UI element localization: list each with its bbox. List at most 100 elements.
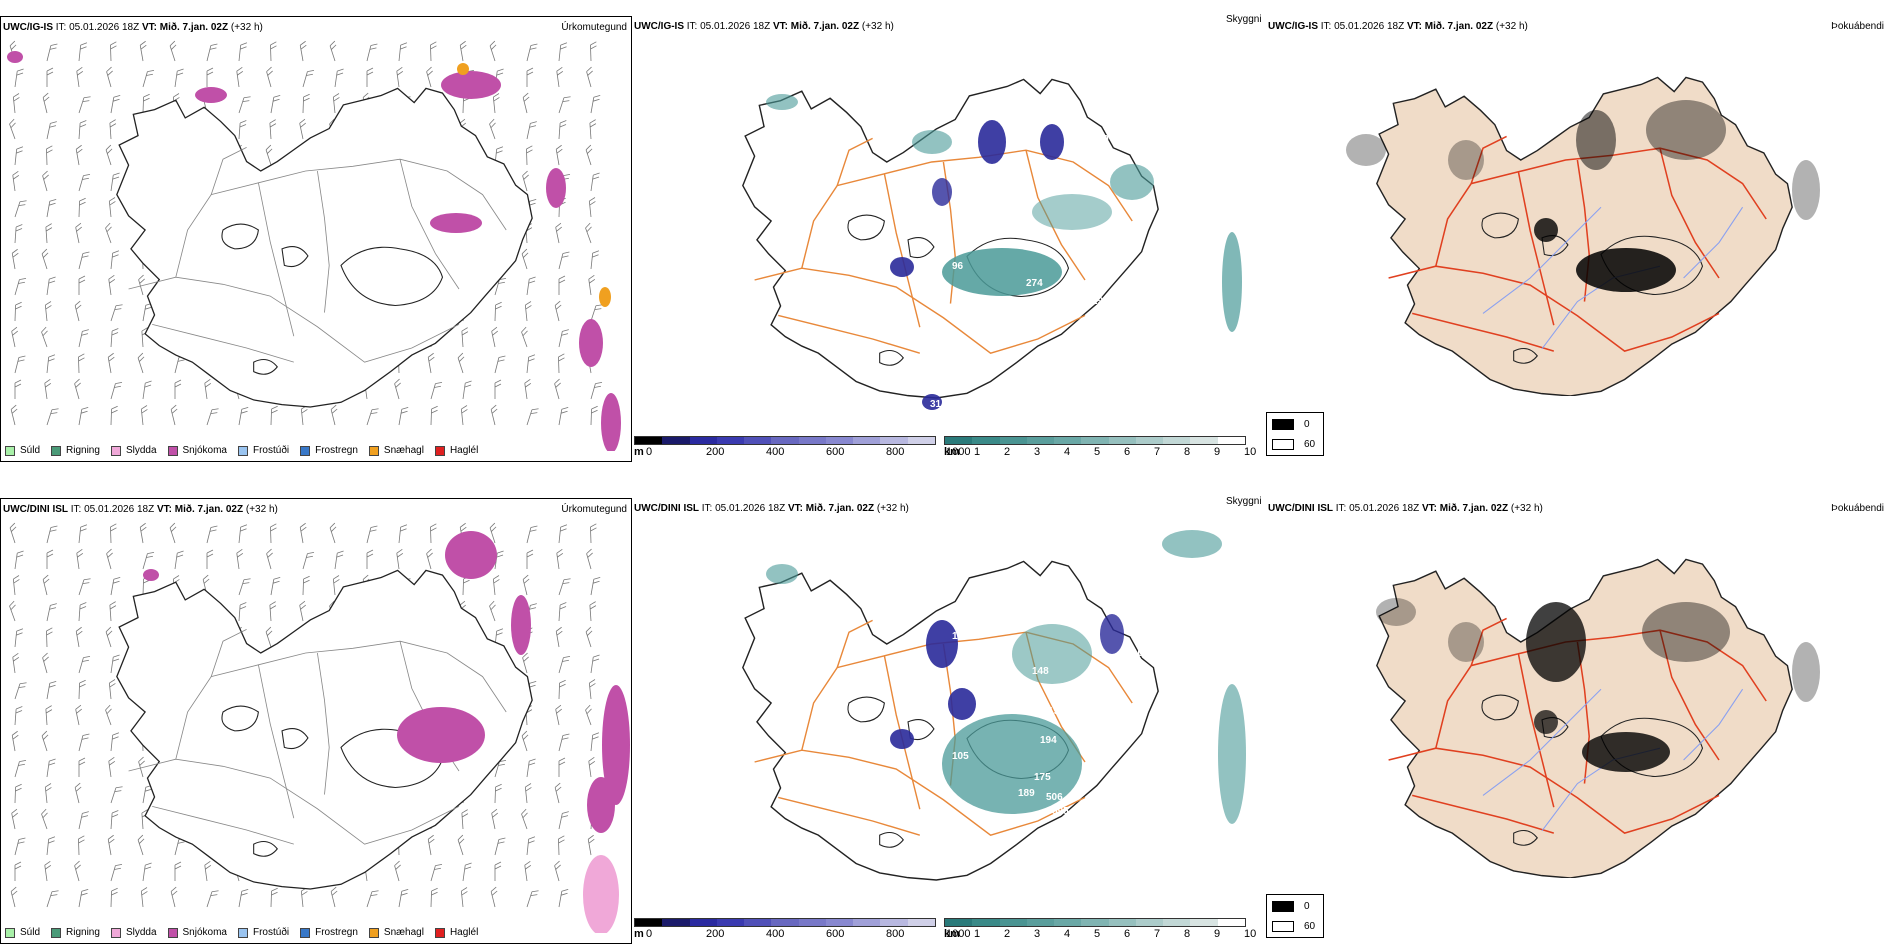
- precip-area: [1448, 622, 1484, 662]
- iceland-outline: [116, 87, 533, 408]
- precip-area: [511, 595, 531, 655]
- ptype-legend: Súld Rigning Slydda Snjókoma Frostúði Frostre…: [5, 445, 489, 459]
- wind-barb: [492, 93, 500, 114]
- wind-barb: [46, 603, 57, 622]
- precip-area: [579, 319, 603, 367]
- wind-barb: [78, 197, 86, 218]
- visibility-tick: 9: [1214, 446, 1221, 458]
- wind-barb: [12, 93, 20, 114]
- ceiling-map: 200 156 96 274 22 198 160 390 90 80 31 5: [742, 78, 1242, 410]
- wind-barb: [524, 783, 532, 804]
- visibility-colorbar: km 1 2 3 4 5 6 7 8 9 10: [942, 918, 1262, 942]
- wind-barb: [238, 602, 247, 622]
- precip-area: [1792, 642, 1820, 702]
- ceiling-bar-segment: [798, 919, 826, 926]
- road-line: [210, 147, 247, 195]
- wind-barb: [526, 121, 537, 140]
- wind-barb: [586, 548, 593, 570]
- road-line: [1517, 171, 1555, 326]
- fog-panel-title: Þokuábendi: [1831, 503, 1884, 514]
- wind-barb: [554, 378, 561, 400]
- ceiling-value-label: 109: [1132, 648, 1149, 659]
- wind-barb: [558, 811, 569, 830]
- visibility-bar: [944, 436, 1246, 445]
- fog-panel: UWC/DINI ISL IT: 05.01.2026 18Z VT: Mið.…: [1266, 498, 1900, 878]
- wind-barb: [426, 548, 433, 570]
- wind-barb: [14, 146, 24, 166]
- precip-area: [1642, 602, 1730, 662]
- model-name: UWC/DINI ISL: [1268, 503, 1333, 514]
- wind-barb: [238, 120, 247, 140]
- glacier-myrdalsjokull: [879, 831, 904, 848]
- precip-area: [922, 394, 942, 410]
- wind-barb: [587, 834, 595, 856]
- visibility-tick: 8: [1184, 928, 1191, 940]
- wind-barb: [174, 68, 184, 88]
- precip-area: [1040, 124, 1064, 160]
- wind-barb: [461, 809, 469, 830]
- precip-area: [599, 287, 611, 307]
- iceland-outline: [1376, 558, 1793, 878]
- legend-label: Snjókoma: [182, 445, 227, 456]
- wind-barb: [139, 40, 147, 62]
- ceiling-tick: 800: [886, 446, 905, 458]
- ceiling-value-label: 90: [1222, 349, 1234, 360]
- precip-area: [445, 531, 497, 579]
- wind-barb: [494, 301, 502, 322]
- wind-barb: [366, 525, 378, 544]
- wind-barb: [105, 626, 113, 648]
- wind-barb: [174, 379, 182, 399]
- wind-barb: [590, 405, 598, 426]
- wind-barb: [492, 575, 500, 596]
- precip-area: [942, 248, 1062, 296]
- panel-title: UWC/IG-IS IT: 05.01.2026 18Z VT: Mið. 7.…: [634, 21, 894, 32]
- wind-barb: [558, 524, 568, 544]
- wind-barb: [558, 96, 571, 114]
- visibility-colorbar: km 1 2 3 4 5 6 7 8 9 10: [942, 436, 1262, 460]
- legend-item: Snæhagl: [368, 445, 424, 456]
- legend-item: Snjókoma: [167, 445, 227, 456]
- wind-barb: [494, 277, 507, 296]
- wind-barb: [76, 67, 84, 88]
- visibility-bar-segment: [1054, 437, 1082, 444]
- wind-barb: [170, 404, 178, 426]
- visibility-tick: 4: [1064, 928, 1071, 940]
- wind-barb: [558, 602, 567, 622]
- wind-barb: [300, 405, 308, 426]
- wind-barb: [174, 550, 184, 570]
- wind-barb: [526, 354, 536, 374]
- wind-barb: [554, 782, 562, 804]
- legend-swatch: [5, 445, 15, 456]
- ceiling-value-label: 194: [1040, 735, 1057, 746]
- wind-barb: [394, 378, 401, 400]
- wind-barb: [590, 250, 600, 270]
- wind-barb: [105, 144, 113, 166]
- wind-barb: [558, 679, 566, 700]
- precip-area: [1110, 164, 1154, 200]
- wind-barb: [238, 96, 251, 114]
- lead-time: (+32 h): [1495, 21, 1528, 32]
- precip-area: [1100, 614, 1124, 654]
- visibility-bar-segment: [1163, 437, 1191, 444]
- ceiling-value-label: 160: [1034, 228, 1051, 239]
- wind-barb: [14, 837, 26, 856]
- wind-barb: [109, 119, 117, 140]
- wind-barb: [110, 576, 121, 596]
- vt-label: VT:: [772, 21, 788, 32]
- precip-area: [1646, 100, 1726, 160]
- precip-area: [948, 688, 976, 720]
- wind-barb: [204, 379, 212, 400]
- it-value: 05.01.2026 18Z: [700, 21, 771, 32]
- road-line: [210, 629, 247, 677]
- wind-barb: [270, 405, 278, 426]
- wind-barb: [586, 66, 593, 88]
- wind-barb: [590, 523, 597, 544]
- wind-barb: [588, 757, 596, 778]
- wind-barb: [494, 379, 502, 399]
- ceiling-bar-segment: [689, 437, 717, 444]
- wind-barb: [526, 525, 538, 544]
- ceiling-value-label: 103: [952, 631, 969, 642]
- wind-barb: [44, 783, 52, 804]
- fog-swatch-low: [1272, 901, 1294, 912]
- wind-barb: [398, 406, 409, 426]
